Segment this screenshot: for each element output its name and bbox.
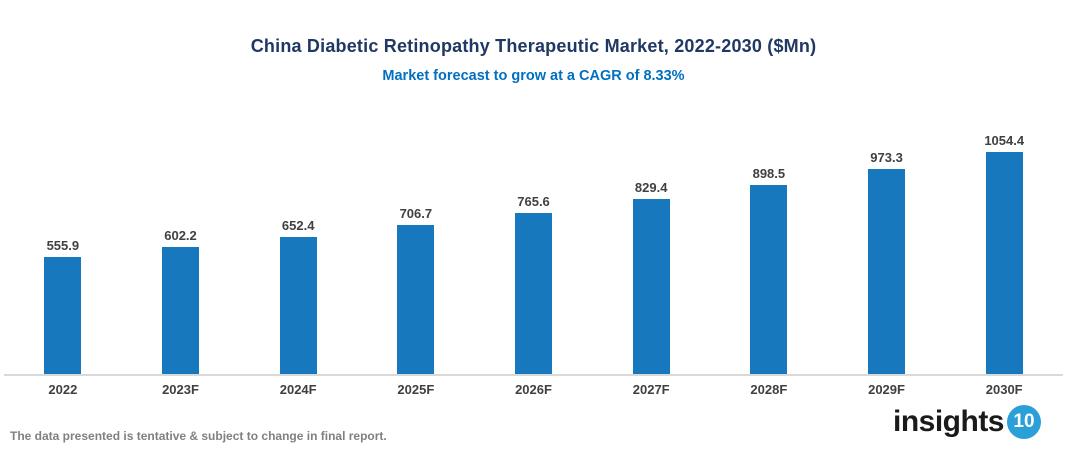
bar-value-label: 973.3	[870, 150, 903, 166]
bar	[985, 152, 1023, 374]
bar-column: 973.3	[828, 132, 946, 374]
x-axis-label: 2025F	[397, 382, 435, 397]
bar-value-label: 1054.4	[984, 133, 1025, 148]
bar	[632, 199, 670, 374]
bar-value-label: 652.4	[281, 217, 315, 233]
bar-column: 765.6	[475, 132, 593, 374]
logo-badge: 10	[1007, 405, 1041, 439]
x-axis-labels: 2022 2023F 2024F 2025F 2026F 2027F 2028F 2029F 2…	[4, 382, 1063, 397]
bar	[279, 236, 317, 374]
bar-value-label: 765.6	[517, 193, 550, 209]
bar-column: 898.5	[710, 132, 828, 374]
x-axis-label: 2029F	[868, 382, 905, 397]
chart-title: China Diabetic Retinopathy Therapeutic M…	[250, 36, 817, 56]
chart-subtitle: Market forecast to grow at a CAGR of 8.3…	[382, 68, 685, 84]
bar	[515, 212, 553, 374]
bar-series: 555.9 602.2 652.4 706.7 765.6 829.4 898.5 973.3…	[4, 132, 1063, 374]
bar-column: 555.9	[4, 132, 122, 374]
bar-column: 602.2	[122, 132, 240, 374]
x-axis-label: 2027F	[632, 382, 670, 397]
x-axis-label: 2022	[48, 382, 78, 397]
bar-column: 1054.4	[945, 132, 1063, 374]
x-axis-label: 2026F	[515, 382, 552, 397]
bar	[162, 247, 199, 374]
bar	[868, 169, 906, 374]
bar	[397, 225, 435, 374]
bar-value-label: 706.7	[399, 206, 433, 222]
x-axis-label: 2023F	[162, 382, 199, 397]
x-axis-label: 2024F	[279, 382, 317, 397]
bar-value-label: 602.2	[164, 228, 197, 244]
bar	[750, 184, 788, 374]
insights10-logo: insights 10	[893, 404, 1041, 440]
bar-column: 652.4	[239, 132, 357, 374]
bar-value-label: 555.9	[46, 238, 80, 253]
x-axis-label: 2030F	[985, 382, 1023, 397]
logo-text: insights	[892, 405, 1005, 438]
bar-value-label: 898.5	[752, 165, 786, 181]
x-axis-line	[4, 374, 1063, 376]
bar-column: 706.7	[357, 132, 475, 374]
disclaimer-text: The data presented is tentative & subjec…	[10, 429, 387, 443]
bar-value-label: 829.4	[634, 180, 668, 196]
bar-column: 829.4	[592, 132, 710, 374]
bar	[44, 257, 82, 374]
x-axis-label: 2028F	[750, 382, 788, 397]
